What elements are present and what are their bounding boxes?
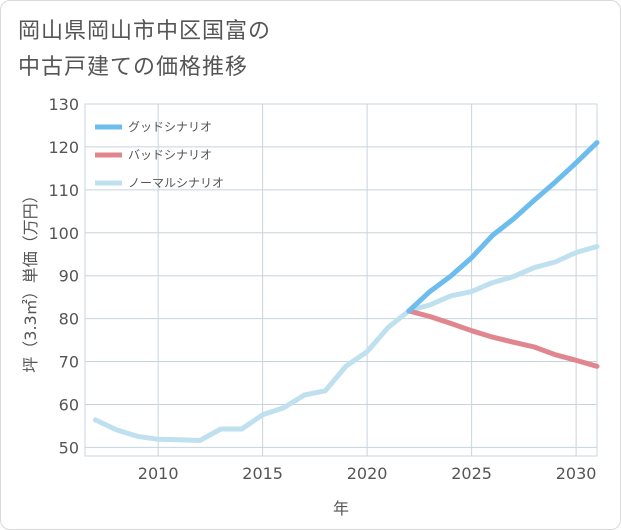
grid xyxy=(84,103,598,457)
series-line-0 xyxy=(406,140,600,314)
chart-title-line-2: 中古戸建ての価格推移 xyxy=(18,55,249,80)
y-tick-label: 120 xyxy=(48,138,79,157)
y-tick-label: 130 xyxy=(48,95,79,114)
y-tick-label: 110 xyxy=(48,181,79,200)
x-tick-label: 2020 xyxy=(347,464,388,483)
tick-labels: 50 60 70 80 90 100 110 120 130 2010 2015 2020 2025 20… xyxy=(48,95,596,483)
chart-title-line-1: 岡山県岡山市中区国富の xyxy=(18,19,272,44)
x-tick-label: 2015 xyxy=(242,464,283,483)
y-axis-title: 坪（3.3㎡）単価（万円） xyxy=(21,187,40,372)
series-line-2 xyxy=(92,244,600,443)
chart-title: 岡山県岡山市中区国富の 中古戸建ての価格推移 xyxy=(18,14,271,86)
legend-label: バッドシナリオ xyxy=(128,148,212,162)
y-tick-label: 90 xyxy=(59,267,79,286)
series-line-1 xyxy=(406,308,600,369)
y-tick-label: 100 xyxy=(48,224,79,243)
x-tick-label: 2030 xyxy=(556,464,597,483)
x-axis-title: 年 xyxy=(333,499,349,518)
series-lines xyxy=(92,140,600,443)
x-tick-label: 2010 xyxy=(138,464,179,483)
y-tick-label: 80 xyxy=(59,310,79,329)
y-tick-label: 70 xyxy=(59,353,79,372)
y-tick-label: 50 xyxy=(59,438,79,457)
x-tick-label: 2025 xyxy=(451,464,492,483)
legend-label: ノーマルシナリオ xyxy=(128,176,224,190)
legend-label: グッドシナリオ xyxy=(128,120,212,134)
y-tick-label: 60 xyxy=(59,395,79,414)
